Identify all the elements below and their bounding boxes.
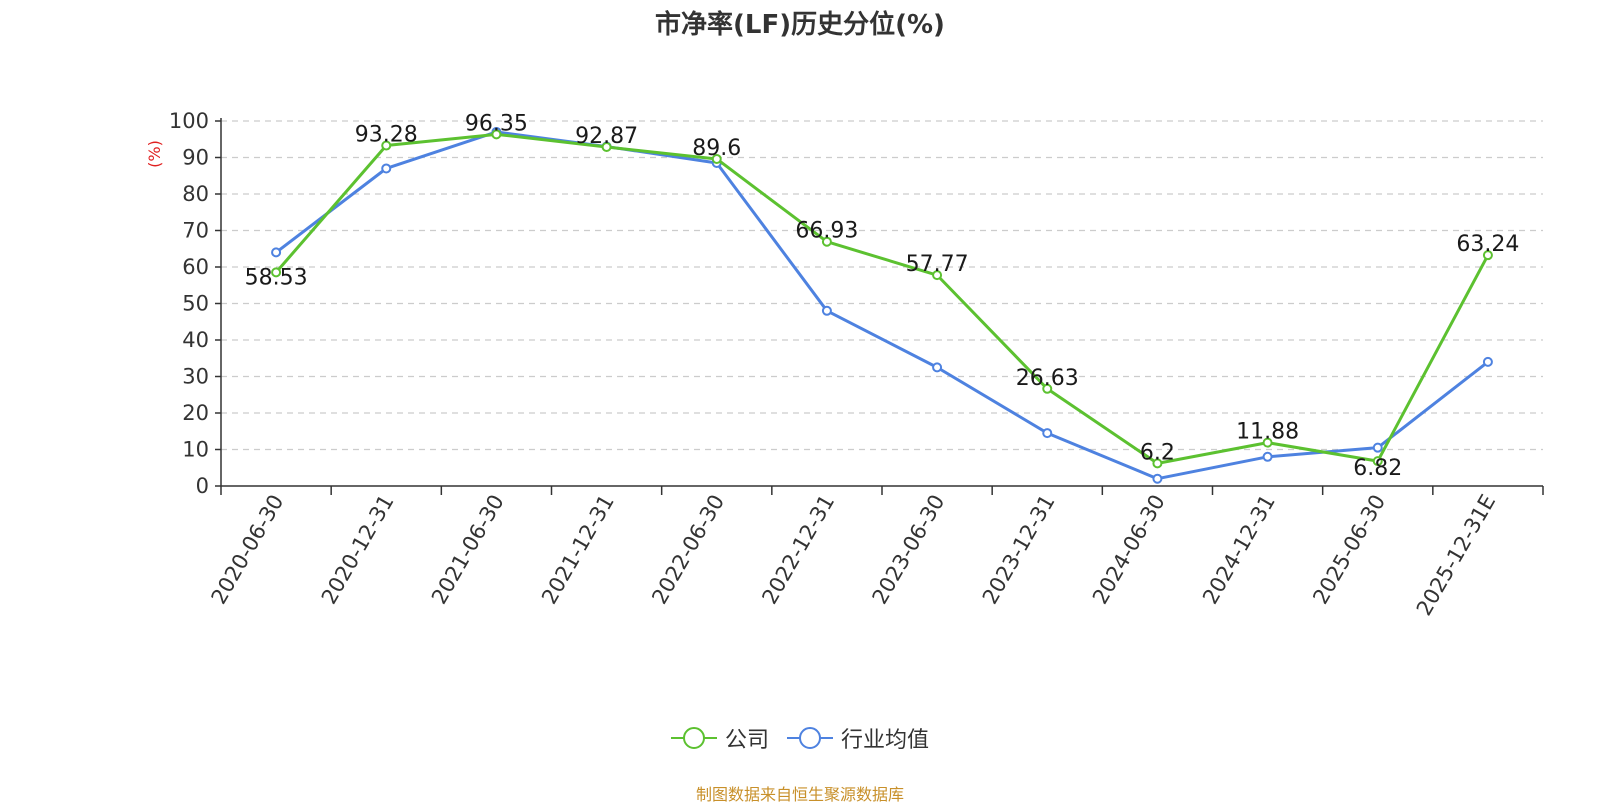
- series-point-1: [1372, 442, 1383, 453]
- series-point-1: [1152, 473, 1163, 484]
- data-label: 11.88: [1236, 420, 1299, 445]
- data-label: 66.93: [795, 219, 858, 244]
- y-tick-label: 60: [182, 255, 209, 279]
- x-tick-label: 2020-06-30: [207, 491, 289, 609]
- data-labels: 58.53 93.28 96.35 92.87 89.6 66.93 57.77 26.63 6…: [245, 111, 1520, 481]
- series-point-1: [1482, 356, 1493, 367]
- y-tick-label: 70: [182, 219, 209, 243]
- series-point-1: [271, 247, 282, 258]
- x-tick-label: 2023-12-31: [978, 491, 1060, 609]
- x-tick-label: 2025-06-30: [1308, 491, 1390, 609]
- series-point-0: [1152, 458, 1163, 469]
- series-point-0: [821, 236, 832, 247]
- chart-title: 市净率(LF)历史分位(%): [655, 10, 945, 40]
- series-point-0: [1482, 250, 1493, 261]
- y-tick-label: 30: [182, 365, 209, 389]
- legend-label-industry: 行业均值: [841, 728, 930, 753]
- series-point-0: [1372, 456, 1383, 467]
- series-point-1: [1262, 451, 1273, 462]
- y-tick-label: 0: [196, 474, 209, 498]
- x-tick-label: 2022-06-30: [647, 491, 729, 609]
- y-tick-label: 50: [182, 292, 209, 316]
- series-point-1: [381, 163, 392, 174]
- series-point-0: [1262, 437, 1273, 448]
- series-point-1: [932, 362, 943, 373]
- y-tick-label: 20: [182, 401, 209, 425]
- x-tick-label: 2021-06-30: [427, 490, 509, 608]
- source-note: 制图数据来自恒生聚源数据库: [695, 785, 904, 804]
- y-tick-label: 10: [182, 438, 209, 462]
- data-label: 26.63: [1016, 366, 1079, 391]
- data-label: 63.24: [1456, 232, 1519, 257]
- data-label: 96.35: [465, 111, 528, 136]
- grid-lines: [221, 120, 1543, 451]
- y-tick-label: 80: [182, 182, 209, 206]
- x-tick-label: 2024-06-30: [1088, 491, 1170, 609]
- legend-item-company[interactable]: 公司: [670, 722, 769, 754]
- legend-swatch-industry: [787, 727, 833, 749]
- legend-item-industry[interactable]: 行业均值: [787, 722, 929, 754]
- series-point-0: [711, 153, 722, 164]
- series-point-1: [821, 305, 832, 316]
- data-label: 93.28: [355, 123, 418, 148]
- x-tick-label: 2021-12-31: [537, 491, 619, 609]
- series-point-0: [932, 270, 943, 281]
- series-point-0: [1042, 383, 1053, 394]
- data-label: 89.6: [692, 136, 741, 161]
- x-tick-label: 2022-12-31: [757, 491, 839, 609]
- series-point-0: [491, 129, 502, 140]
- x-tick-label: 2023-06-30: [868, 490, 950, 608]
- legend: 公司 行业均值: [0, 722, 1600, 754]
- series-point-1: [1042, 428, 1053, 439]
- legend-swatch-company: [670, 727, 717, 749]
- y-tick-label: 90: [182, 146, 209, 170]
- data-label: 6.82: [1353, 456, 1402, 481]
- axes: 0 10 20 30 40 50 60 70 80 90 100 2020-06-30 2020-12-…: [169, 109, 1544, 620]
- data-label: 58.53: [245, 265, 308, 290]
- y-tick-label: 100: [169, 109, 209, 133]
- data-label: 6.2: [1140, 440, 1175, 465]
- series-line-1: [275, 130, 1489, 481]
- series-point-0: [601, 142, 612, 153]
- series-line-0: [274, 132, 1490, 465]
- x-tick-label: 2024-12-31: [1198, 491, 1280, 609]
- series-point-0: [381, 140, 392, 151]
- data-label: 92.87: [575, 124, 638, 149]
- legend-label-company: 公司: [724, 728, 769, 753]
- x-tick-label: 2025-12-31E: [1412, 491, 1500, 620]
- y-tick-label: 40: [182, 328, 209, 352]
- y-axis-label: (%): [145, 140, 164, 168]
- data-label: 57.77: [906, 252, 969, 277]
- x-tick-label: 2020-12-31: [317, 491, 399, 609]
- series-point-0: [271, 267, 282, 278]
- series-lines: [271, 126, 1493, 484]
